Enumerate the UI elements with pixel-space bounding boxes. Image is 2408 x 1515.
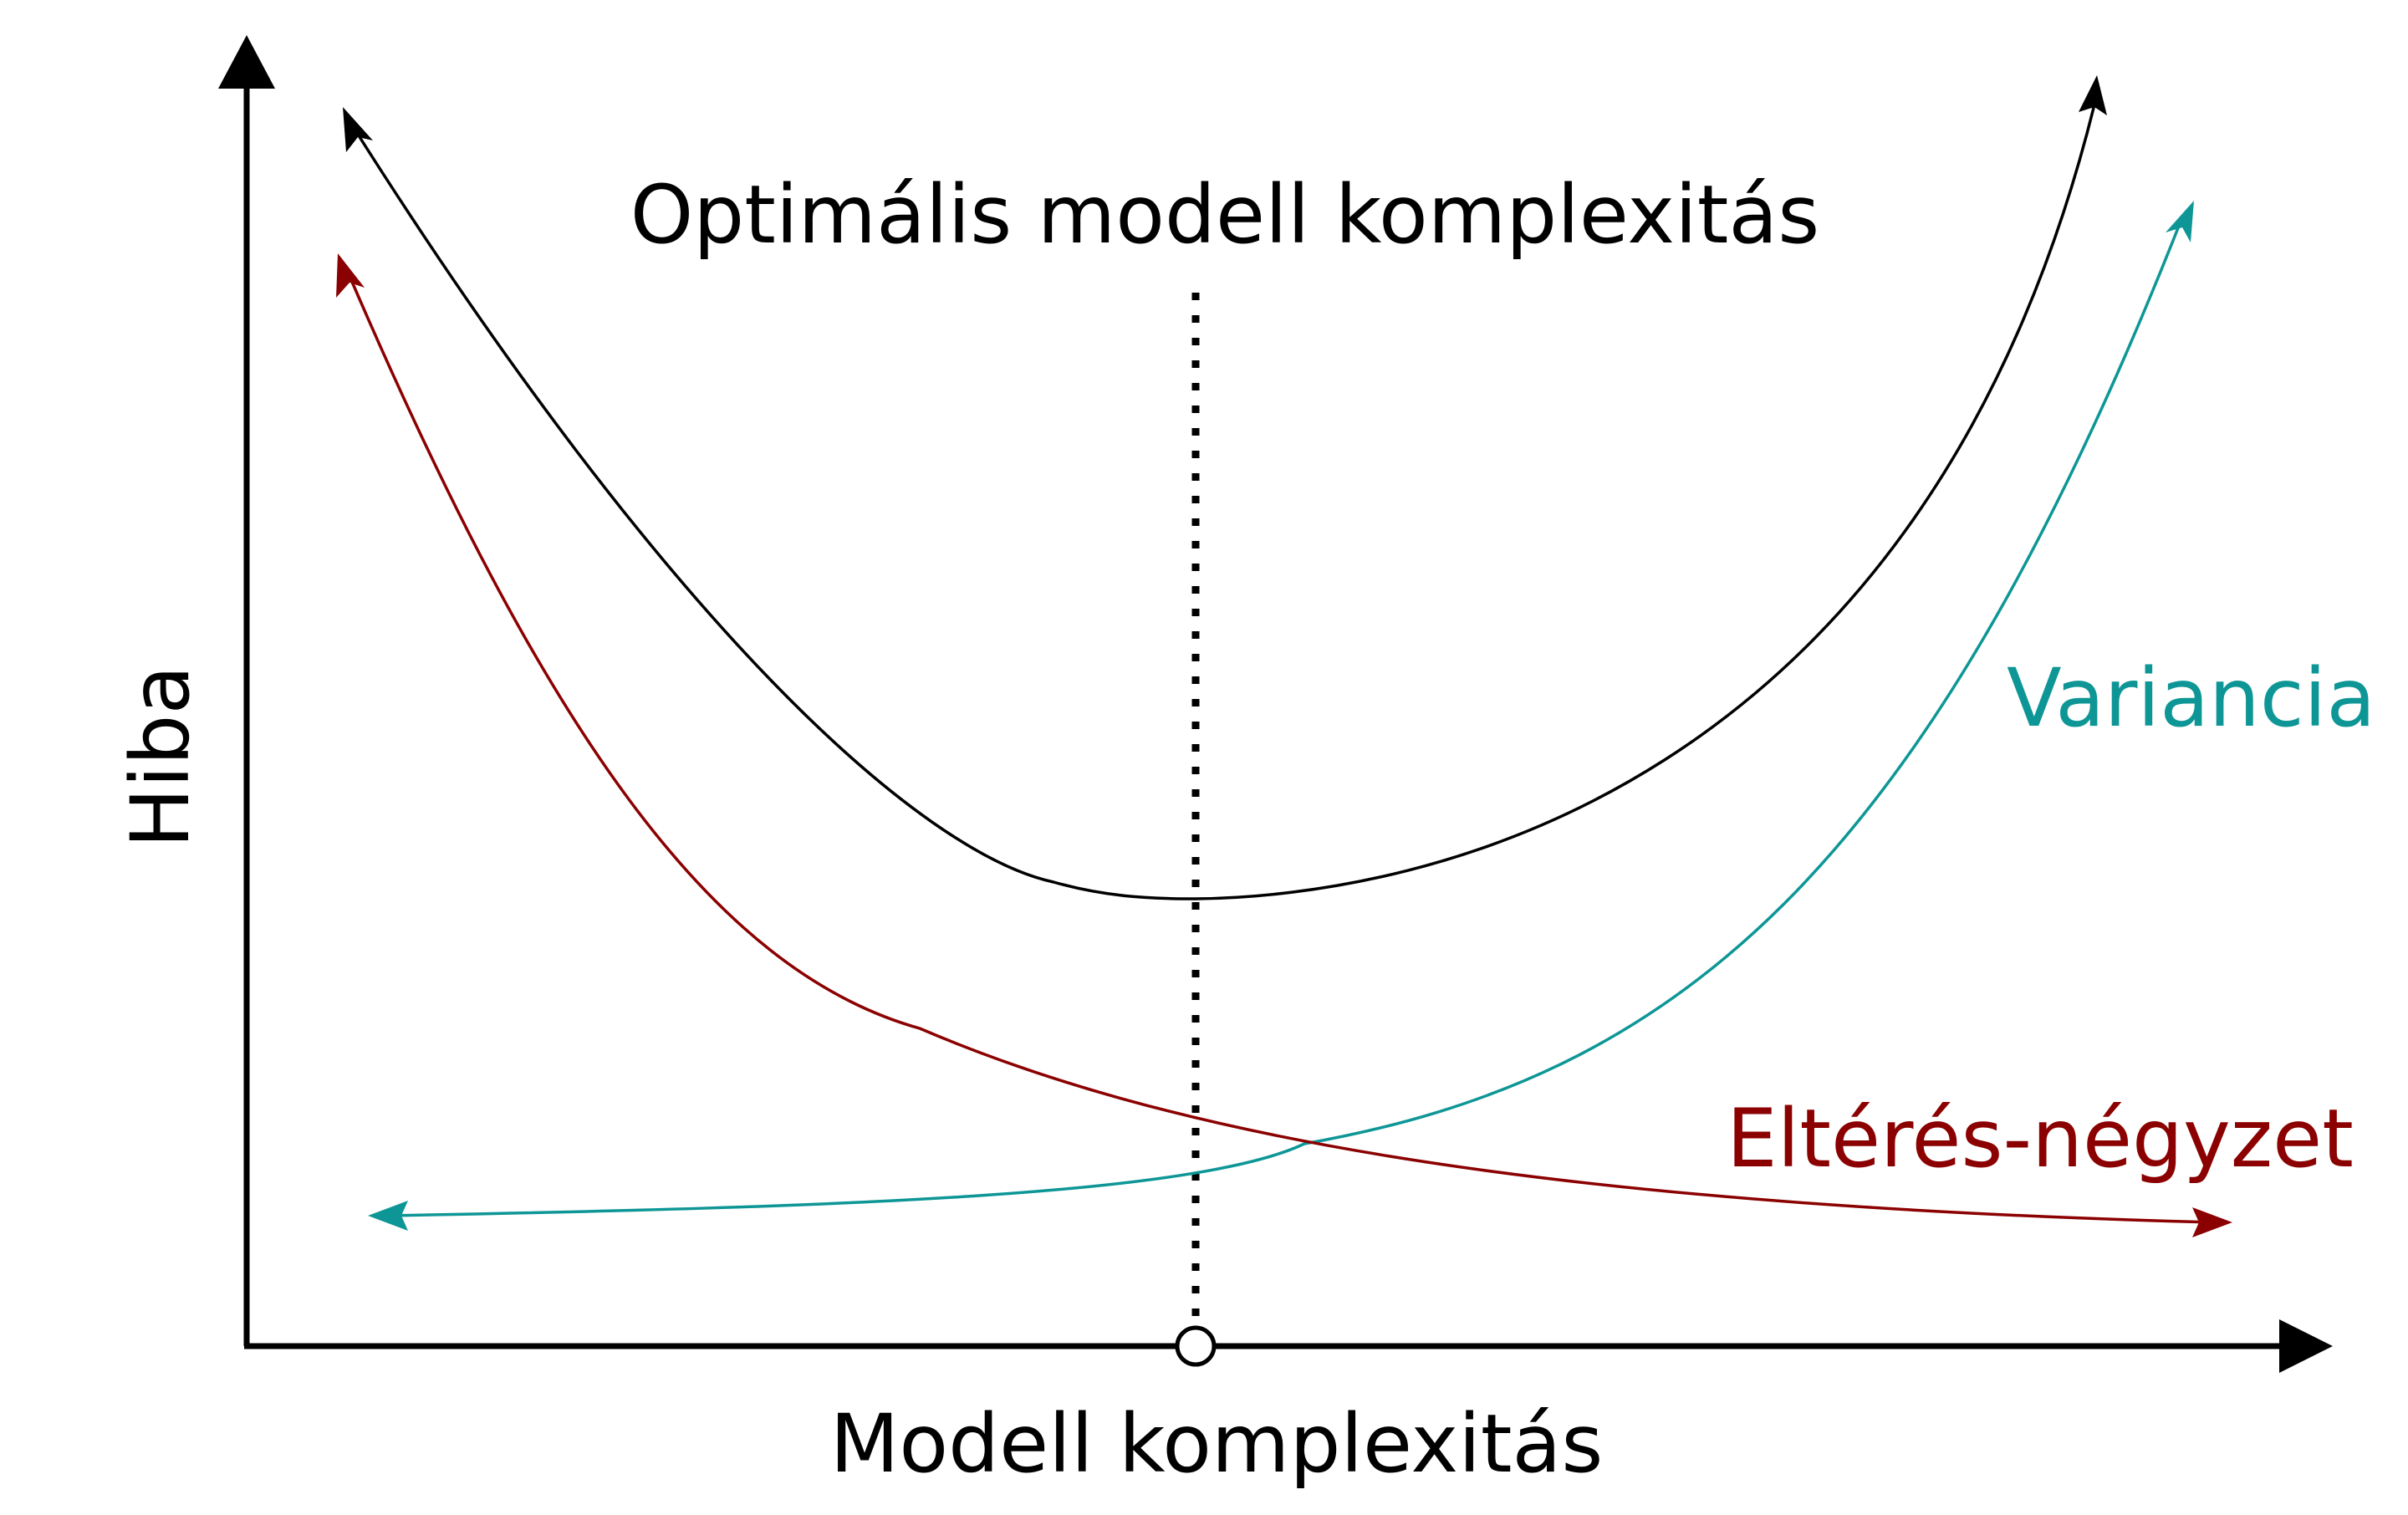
total-error-arrowhead-right <box>2079 75 2107 115</box>
total-error-curve <box>349 104 2096 900</box>
bias-curve <box>348 275 2215 1224</box>
x-axis-arrowhead <box>2279 1319 2333 1373</box>
optimum-marker <box>1175 1325 1217 1367</box>
variance-series <box>368 201 2194 1231</box>
bias-arrowhead-left <box>336 253 365 298</box>
total-error-arrowhead-left <box>343 107 373 152</box>
axes <box>218 35 2333 1373</box>
x-axis-label: Modell komplexitás <box>830 1397 1604 1491</box>
variance-arrowhead-right <box>2166 201 2194 242</box>
variance-label: Variancia <box>2007 651 2375 745</box>
total-error-series <box>343 75 2107 900</box>
variance-curve <box>385 217 2184 1217</box>
diagram-title: Optimális modell komplexitás <box>630 168 1820 262</box>
bias-arrowhead-right <box>2192 1207 2232 1237</box>
bias-series <box>336 253 2232 1237</box>
y-axis-label: Hiba <box>114 666 207 849</box>
variance-arrowhead-left <box>368 1201 408 1231</box>
bias-label: Eltérés-négyzet <box>1727 1092 2354 1186</box>
y-axis-arrowhead <box>218 35 275 89</box>
